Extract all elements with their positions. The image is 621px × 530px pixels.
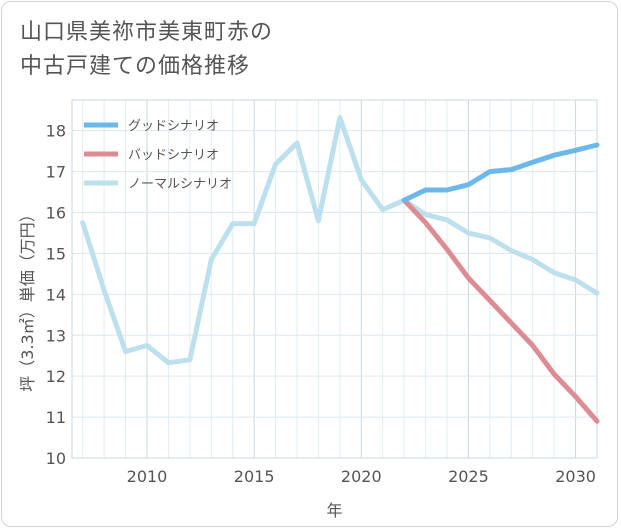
y-tick-label: 12 [46,367,66,386]
chart-title-line-1: 山口県美祢市美東町赤の [20,20,274,45]
x-tick-labels: 2010 2015 2020 2025 2030 [127,467,596,486]
legend-label-1: バッドシナリオ [128,148,219,163]
series-line-2 [80,115,600,366]
legend-label-2: ノーマルシナリオ [128,177,232,192]
y-tick-label: 11 [46,408,66,427]
series-lines [80,115,600,424]
x-tick-label: 2010 [127,467,168,486]
y-axis-title: 坪（3.3㎡）単価（万円） [18,206,37,391]
y-tick-label: 18 [46,122,66,141]
y-tick-label: 10 [46,449,66,468]
y-tick-label: 17 [46,163,66,182]
x-tick-label: 2020 [341,467,382,486]
series-line-1 [401,197,600,424]
chart-title: 山口県美祢市美東町赤の 中古戸建ての価格推移 [20,16,273,84]
x-axis-title: 年 [326,501,342,520]
legend-label-0: グッドシナリオ [128,119,219,134]
grid [71,99,598,459]
series-line-0 [401,142,600,203]
y-tick-label: 16 [46,204,66,223]
plot-area-frame [71,99,598,459]
chart-title-line-2: 中古戸建ての価格推移 [20,54,251,79]
y-tick-labels: 10 11 12 13 14 15 16 17 18 [46,122,66,468]
y-tick-label: 15 [46,244,66,263]
y-tick-label: 13 [46,326,66,345]
y-tick-label: 14 [46,285,66,304]
x-tick-label: 2025 [448,467,489,486]
x-tick-label: 2015 [234,467,275,486]
x-tick-label: 2030 [555,467,596,486]
